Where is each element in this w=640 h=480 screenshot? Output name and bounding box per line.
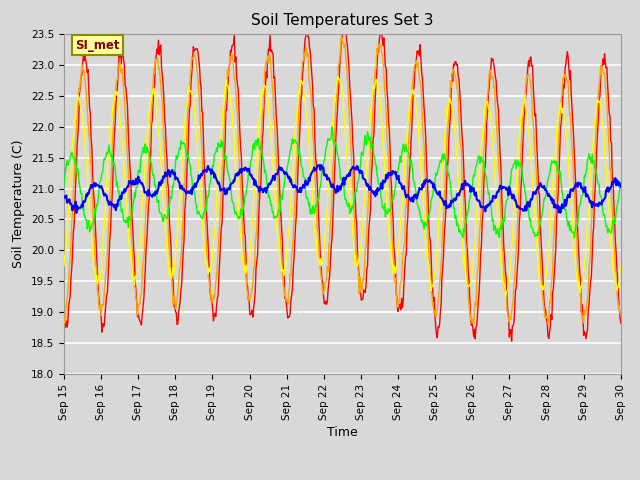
X-axis label: Time: Time: [327, 426, 358, 439]
Y-axis label: Soil Temperature (C): Soil Temperature (C): [12, 140, 26, 268]
Text: SI_met: SI_met: [75, 39, 120, 52]
Title: Soil Temperatures Set 3: Soil Temperatures Set 3: [251, 13, 434, 28]
